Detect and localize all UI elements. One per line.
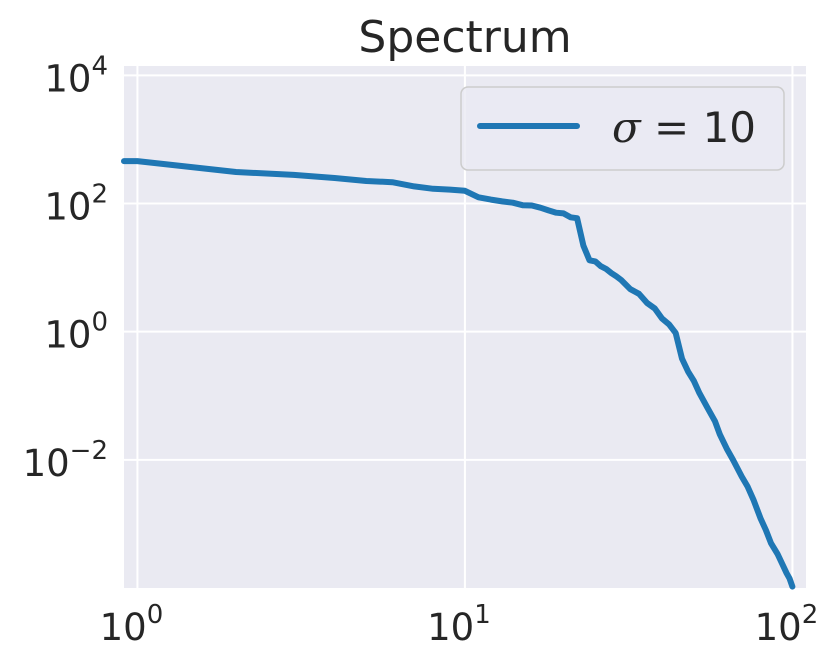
x-tick-label: 101 [427,600,491,649]
y-axis-ticks: 104 102 100 10−2 [23,51,108,484]
x-tick-label: 102 [755,600,819,649]
legend: σ = 10 [460,86,785,171]
chart-title: Spectrum [358,12,571,63]
grid-lines [124,66,806,588]
series-lines [121,158,796,590]
y-tick-label: 102 [44,180,108,229]
y-tick-label: 100 [44,308,108,357]
y-tick-label: 10−2 [23,436,108,485]
x-tick-label: 100 [100,600,164,649]
series-line [121,158,796,590]
y-tick-label: 104 [44,51,108,100]
x-axis-ticks: 100 101 102 [100,600,819,649]
legend-box [460,86,785,171]
legend-label: σ = 10 [612,103,756,152]
